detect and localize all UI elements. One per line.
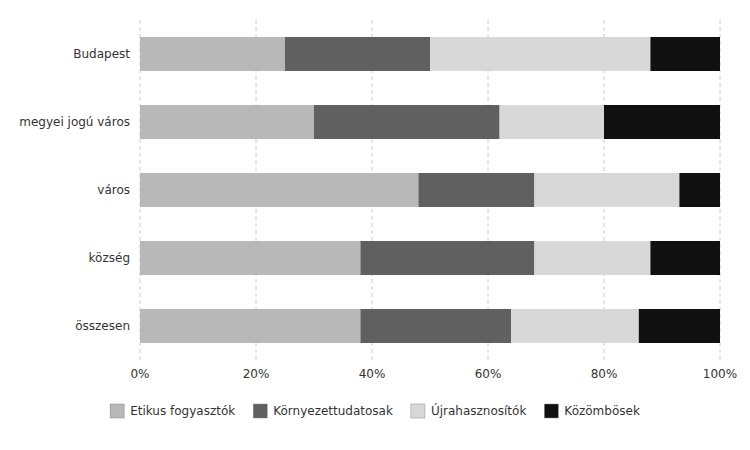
bar-segment: [650, 241, 720, 275]
bar-segment: [285, 37, 430, 71]
bar-segment: [604, 105, 720, 139]
y-tick-label: Budapest: [73, 47, 130, 61]
x-axis: 0% 20% 40% 60% 80% 100%: [130, 367, 737, 381]
x-tick-label: 40%: [359, 367, 386, 381]
bar-segment: [140, 37, 285, 71]
legend-label: Környezettudatosak: [273, 404, 393, 418]
bar-segment: [639, 309, 720, 343]
legend-swatch: [544, 404, 558, 418]
bar-segment: [140, 241, 360, 275]
bar-segment: [679, 173, 720, 207]
bar-segment: [140, 105, 314, 139]
legend: Etikus fogyasztók Környezettudatosak Újrah…: [110, 403, 640, 418]
x-tick-label: 0%: [130, 367, 149, 381]
bar-segment: [500, 105, 604, 139]
grid: [140, 20, 720, 360]
series: [604, 37, 720, 343]
legend-label: Etikus fogyasztók: [130, 404, 235, 418]
bar-segment: [534, 241, 650, 275]
series: [140, 37, 418, 343]
legend-item: Etikus fogyasztók: [110, 404, 235, 418]
x-tick-label: 80%: [591, 367, 618, 381]
legend-swatch: [411, 404, 425, 418]
series: [430, 37, 679, 343]
legend-swatch: [253, 404, 267, 418]
y-tick-label: összesen: [75, 319, 130, 333]
x-tick-label: 100%: [703, 367, 737, 381]
x-tick-label: 60%: [475, 367, 502, 381]
bar-segment: [418, 173, 534, 207]
series: [285, 37, 534, 343]
y-tick-label: község: [89, 251, 130, 265]
y-tick-label: város: [97, 183, 130, 197]
bar-segment: [360, 309, 511, 343]
legend-label: Újrahasznosítók: [431, 403, 526, 418]
chart-container: 0% 20% 40% 60% 80% 100% összesen község város meg…: [0, 0, 750, 450]
bar-segment: [511, 309, 639, 343]
legend-item: Környezettudatosak: [253, 404, 393, 418]
bars: [140, 37, 720, 343]
bar-segment: [360, 241, 534, 275]
bar-segment: [534, 173, 679, 207]
bar-segment: [140, 173, 418, 207]
legend-item: Újrahasznosítók: [411, 403, 526, 418]
bar-segment: [430, 37, 650, 71]
legend-item: Közömbösek: [544, 404, 640, 418]
y-tick-label: megyei jogú város: [19, 115, 130, 129]
bar-segment: [140, 309, 360, 343]
y-axis: összesen község város megyei jogú város Buda…: [19, 47, 130, 333]
chart-svg: 0% 20% 40% 60% 80% 100% összesen község város meg…: [0, 0, 750, 450]
bar-segment: [314, 105, 500, 139]
bar-segment: [650, 37, 720, 71]
x-tick-label: 20%: [243, 367, 270, 381]
legend-label: Közömbösek: [564, 404, 640, 418]
legend-swatch: [110, 404, 124, 418]
